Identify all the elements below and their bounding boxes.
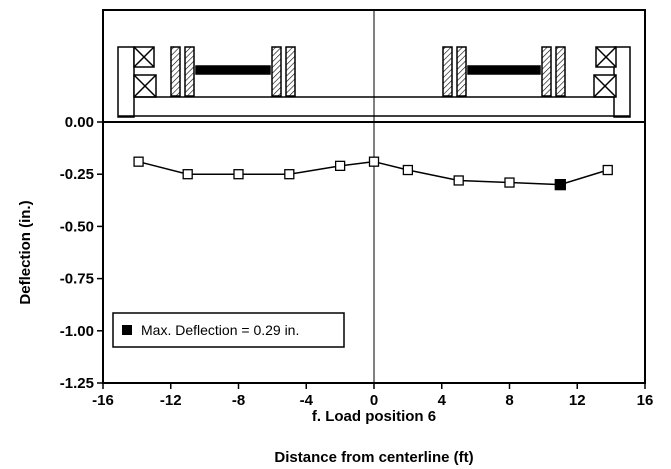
x-tick-label: -12	[160, 392, 182, 409]
y-axis-title: Deflection (in.)	[17, 200, 34, 304]
data-point	[602, 164, 613, 176]
y-tick-label: -0.50	[60, 218, 94, 235]
x-tick-label: 12	[569, 392, 586, 409]
y-axis: 0.00 -0.25 -0.50 -0.75 -1.00 -1.25	[60, 114, 103, 392]
y-tick-label: 0.00	[65, 114, 94, 131]
left-barrier	[117, 46, 135, 118]
x-axis-title: Distance from centerline (ft)	[274, 449, 473, 466]
x-tick-label: 4	[438, 392, 447, 409]
max-deflection-point	[554, 178, 566, 191]
y-tick-label: -1.00	[60, 323, 94, 340]
data-point	[368, 156, 380, 167]
data-point	[453, 175, 464, 186]
series-deflection	[133, 156, 613, 191]
x-tick-label: -16	[92, 392, 114, 409]
y-tick-label: -0.25	[60, 166, 94, 183]
legend-label: Max. Deflection = 0.29 in.	[141, 322, 299, 338]
data-point	[504, 177, 515, 188]
data-point	[402, 164, 414, 176]
right-truck	[442, 46, 566, 97]
left-truck	[170, 46, 296, 97]
x-tick-label: 8	[505, 392, 513, 409]
legend: Max. Deflection = 0.29 in.	[112, 312, 345, 348]
x-tick-label: 16	[637, 392, 654, 409]
y-tick-label: -1.25	[60, 375, 94, 392]
data-point	[334, 160, 346, 171]
data-point	[284, 169, 295, 180]
x-axis-caption: f. Load position 6	[312, 408, 436, 425]
legend-marker-icon	[122, 325, 132, 335]
data-point	[182, 169, 193, 180]
x-tick-label: -8	[232, 392, 245, 409]
y-tick-label: -0.75	[60, 271, 94, 288]
x-tick-label: 0	[370, 392, 378, 409]
data-point	[233, 169, 244, 180]
x-axis: -16 -12 -8 -4 0 4 8 12 16	[92, 383, 653, 409]
x-tick-label: -4	[300, 392, 314, 409]
data-point	[133, 156, 144, 167]
legend-box	[112, 312, 345, 348]
